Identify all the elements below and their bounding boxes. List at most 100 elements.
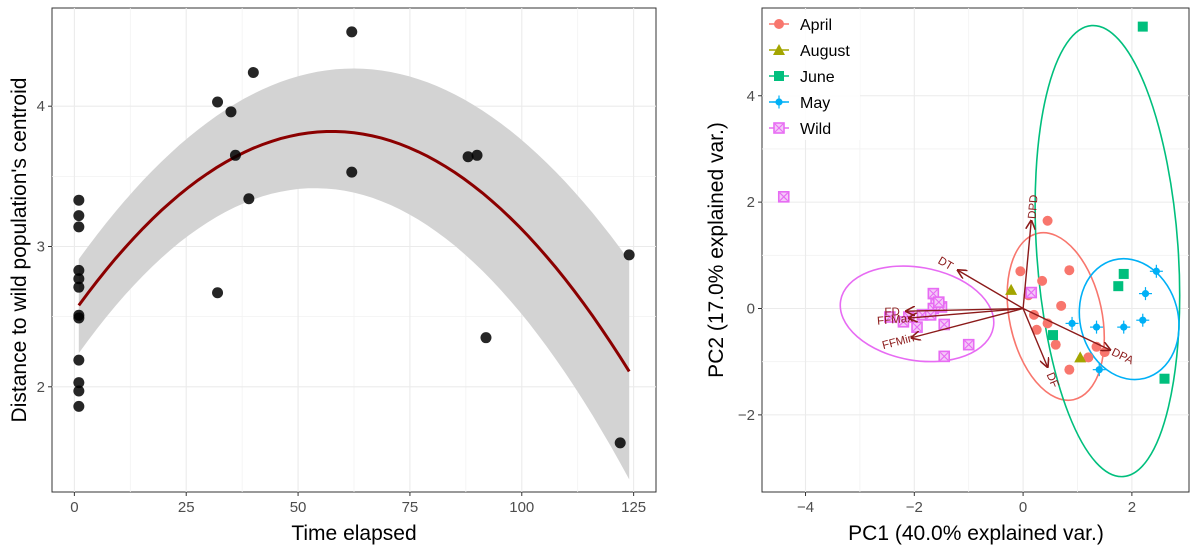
data-point [73,264,85,276]
legend-label-april: April [800,17,832,34]
data-point [73,385,85,397]
marker-shape [774,71,784,81]
marker-shape [1083,352,1094,363]
fit-line [77,130,631,373]
data-point [73,377,85,389]
ellipse-april [1006,231,1106,402]
point-wild [777,191,790,203]
legend-label-august: August [800,43,850,60]
data-point [247,67,259,79]
point-wild [1025,286,1038,299]
marker-cross [928,289,938,299]
legend-label-may: May [800,95,830,112]
point-april [1031,324,1042,335]
marker-cross [939,351,949,361]
x-tick-label: 50 [290,499,307,516]
y-axis-title-right: PC2 (17.0% explained var.) [705,122,728,378]
data-point [73,400,85,412]
marker-cross [964,340,974,350]
point-april [1015,266,1026,277]
x-tick-label: 75 [402,499,419,516]
point-wild [911,321,923,333]
marker-shape [1005,283,1018,295]
ellipses [839,24,1181,478]
legend: April August June May Wild [764,10,860,140]
data-point [212,96,224,108]
marker-shape [1048,330,1059,341]
point-may [1090,320,1104,334]
point-april [1056,300,1067,311]
data-point [73,221,85,233]
y-axis-title-left: Distance to wild population's centroid [8,78,31,423]
marker-shape [1015,266,1026,277]
point-wild [924,309,937,321]
vector-dt [958,270,1024,310]
marker-shape [1042,215,1053,226]
point-june [1113,281,1124,292]
marker-shape [1050,339,1061,350]
point-may [1092,363,1106,377]
x-tick-label: 0 [70,499,78,516]
legend-key-april [774,19,784,29]
point-wild [938,350,951,363]
point-may [1136,313,1150,327]
data-point [614,437,626,449]
marker-shape [1118,268,1129,279]
marker-shape [1159,373,1170,384]
marker-shape [1037,275,1048,286]
point-april [1064,265,1075,276]
chart-left: 0 25 50 75 100 125 2 3 4 Time elapsed Distance … [8,7,657,545]
data-point [243,193,255,205]
marker-shape [773,44,785,55]
vector-label: DF [1044,371,1061,390]
marker-shape [1074,351,1087,363]
marker-shape [1056,300,1067,311]
vector-fd [906,309,1024,312]
y-tick-label: 0 [747,301,755,318]
data-point [346,26,358,38]
point-may [1149,264,1163,278]
confidence-band [78,68,630,480]
y-tick-label: 3 [37,238,45,255]
point-wild [884,311,896,323]
data-point [480,332,492,344]
point-august [1074,351,1087,363]
x-tick-label: −4 [797,499,814,516]
legend-label-wild: Wild [800,121,831,138]
vector-label: FFMax [877,313,914,328]
y-tick-label: 4 [747,88,755,105]
point-april [1037,275,1048,286]
marker-cross [885,312,895,322]
data-point [73,354,85,366]
marker-cross [912,322,922,332]
data-point [225,106,237,118]
marker-shape [1113,281,1124,292]
data-point [73,281,85,293]
point-april [1042,215,1053,226]
y-ticks-right: −2 0 2 4 [738,88,762,424]
marker-cross [779,192,789,202]
marker-cross [774,123,784,133]
point-june [1159,373,1170,384]
vector-label: FD [884,306,900,318]
point-june [1048,330,1059,341]
point-august [1005,283,1018,295]
data-point [73,312,85,324]
point-june [1118,268,1129,279]
ellipse-wild [839,265,995,363]
vector-ffmin [912,307,1024,338]
points-left [73,26,635,449]
y-tick-label: 2 [747,194,755,211]
point-april [1050,339,1061,350]
marker-shape [1031,324,1042,335]
point-wild [932,296,945,308]
marker-shape [1064,265,1075,276]
marker-cross [926,310,936,320]
x-tick-label: 2 [1128,499,1136,516]
data-point [346,166,358,178]
legend-label-june: June [800,69,835,86]
data-point [212,287,224,299]
legend-key-may [772,95,786,109]
marker-shape [1064,364,1075,375]
